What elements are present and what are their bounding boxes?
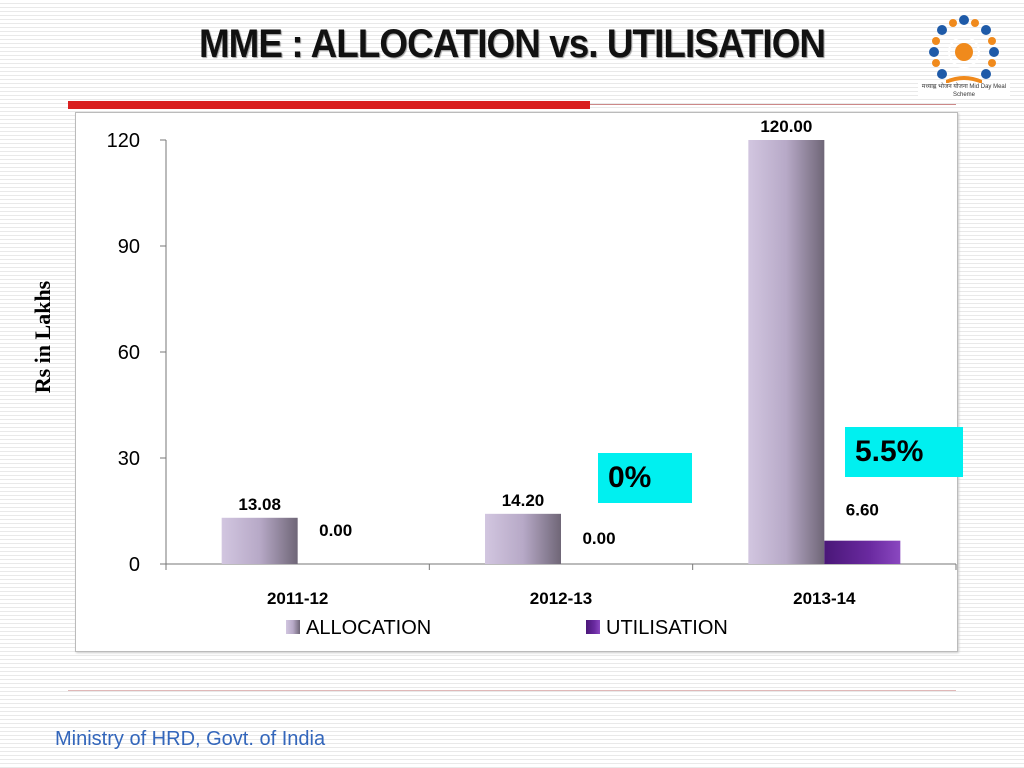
data-label: 6.60 (846, 501, 879, 520)
footer-rule (68, 690, 956, 691)
data-label: 0.00 (319, 521, 352, 540)
footer-text: Ministry of HRD, Govt. of India (55, 728, 326, 750)
chart-frame: 0 30 60 90 120 2011-12 13.08 0.00 2012-13 14.20 0… (75, 112, 958, 652)
legend-label-utilisation: UTILISATION (606, 617, 728, 639)
legend-swatch-utilisation (586, 620, 600, 634)
bar-chart: 0 30 60 90 120 2011-12 13.08 0.00 2012-13 14.20 0… (107, 117, 957, 639)
allocation-bar (221, 517, 298, 564)
y-tick-label: 90 (118, 236, 140, 258)
slide-title: MME : ALLOCATION vs. UTILISATION (198, 22, 826, 66)
allocation-bar (748, 140, 825, 564)
data-label: 120.00 (760, 117, 812, 136)
x-tick-label: 2012-13 (530, 589, 592, 608)
utilisation-bar (824, 540, 901, 564)
y-tick-label: 30 (118, 448, 140, 470)
data-label: 13.08 (238, 495, 281, 514)
x-tick-label: 2011-12 (267, 589, 328, 608)
legend-swatch-allocation (286, 620, 300, 634)
y-tick-label: 0 (129, 554, 140, 576)
legend-label-allocation: ALLOCATION (306, 617, 431, 639)
title-rule-gray (590, 104, 956, 105)
callout-utilisation-2012-13: 0% (598, 453, 692, 503)
title-rule-red (68, 101, 590, 109)
x-tick-label: 2013-14 (793, 589, 856, 608)
mid-day-meal-logo (929, 15, 999, 84)
y-tick-label: 120 (107, 130, 140, 152)
allocation-bar (485, 513, 561, 564)
data-label: 0.00 (582, 529, 615, 548)
y-axis-title: Rs in Lakhs (30, 280, 55, 394)
callout-utilisation-2013-14: 5.5% (845, 427, 963, 477)
logo-caption: मध्याह्न भोजन योजना Mid Day Meal Scheme (918, 83, 1010, 99)
y-tick-label: 60 (118, 342, 140, 364)
data-label: 14.20 (502, 491, 545, 510)
